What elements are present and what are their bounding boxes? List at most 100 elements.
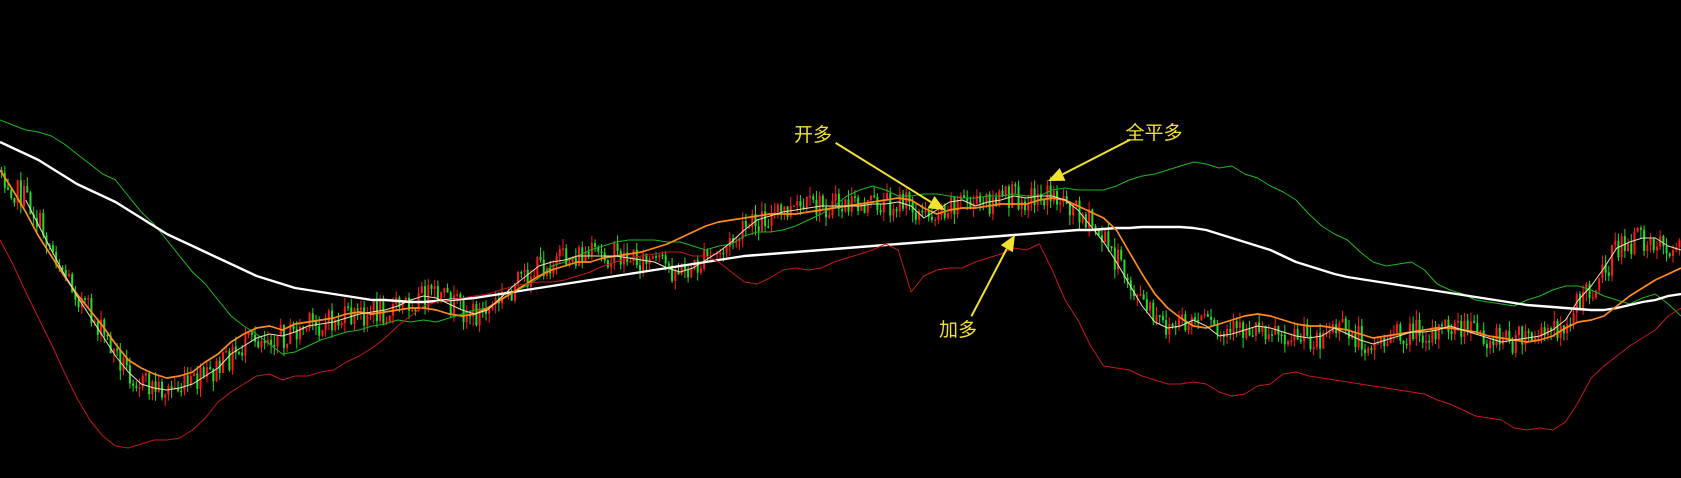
candle-body <box>1152 302 1155 322</box>
candle-body <box>1553 320 1556 331</box>
candle-body <box>1104 231 1107 243</box>
candle-body <box>408 297 411 311</box>
candle-body <box>1630 243 1633 255</box>
candle-body <box>1177 318 1180 328</box>
candle-body <box>934 219 937 221</box>
candle-body <box>1530 332 1533 341</box>
candle-body <box>250 332 253 335</box>
candle-body <box>295 328 298 340</box>
candle-body <box>1049 185 1052 202</box>
candle-body <box>1517 326 1520 336</box>
candle-body <box>677 271 680 275</box>
candle-body <box>1649 238 1652 246</box>
candle-body <box>71 274 74 293</box>
candle-body <box>1017 186 1020 210</box>
candle-body <box>263 340 266 344</box>
candle-body <box>1254 322 1257 336</box>
candle-body <box>699 268 702 273</box>
candle-body <box>776 204 779 213</box>
candle-body <box>1482 330 1485 344</box>
candle-body <box>116 348 119 351</box>
candle-body <box>1091 209 1094 227</box>
candle-body <box>1309 335 1312 350</box>
candle-body <box>1081 214 1084 223</box>
candle-body <box>501 291 504 304</box>
candle-body <box>1287 341 1290 345</box>
candle-body <box>825 206 828 218</box>
candle-body <box>324 322 327 331</box>
annotation-arrow-shaft <box>835 142 932 203</box>
candle-body <box>1376 343 1379 345</box>
candle-body <box>712 253 715 256</box>
candle-body <box>1550 327 1553 331</box>
candle-body <box>212 369 215 382</box>
candle-body <box>379 301 382 321</box>
candle-body <box>1210 316 1213 320</box>
candle-body <box>799 201 802 207</box>
candle-body <box>321 330 324 336</box>
candle-body <box>1431 326 1434 343</box>
candle-body <box>735 241 738 244</box>
candle-body <box>1312 347 1315 350</box>
candle-body <box>465 313 468 323</box>
candle-body <box>334 319 337 330</box>
candle-body <box>1360 326 1363 350</box>
candle-body <box>74 292 77 300</box>
candle-body <box>622 252 625 265</box>
candle-body <box>491 304 494 310</box>
candle-body <box>719 252 722 255</box>
candle-body <box>318 325 321 336</box>
candle-body <box>1514 335 1517 353</box>
candle-body <box>780 204 783 212</box>
candle-body <box>1126 277 1129 281</box>
candle-body <box>517 272 520 284</box>
candle-body <box>738 238 741 242</box>
annotation-arrow-head <box>1048 168 1066 181</box>
candle-body <box>93 321 96 323</box>
candle-body <box>1020 201 1023 210</box>
candle-body <box>1290 340 1293 343</box>
candle-body <box>90 298 93 323</box>
candle-body <box>1354 332 1357 348</box>
candle-body <box>696 260 699 273</box>
candle-body <box>1245 329 1248 338</box>
candle-body <box>687 270 690 278</box>
candle-body <box>1357 326 1360 348</box>
candle-body <box>186 375 189 385</box>
candle-body <box>741 221 744 239</box>
candle-body <box>1110 246 1113 248</box>
candle-body <box>873 195 876 198</box>
candle-body <box>42 212 45 236</box>
candle-body <box>1671 250 1674 257</box>
candle-body <box>1652 238 1655 251</box>
annotation-arrow-head <box>927 196 945 210</box>
annotation-arrow-shaft <box>970 248 1008 317</box>
candle-body <box>305 328 308 330</box>
candle-body <box>1219 333 1222 336</box>
candle-body <box>436 286 439 303</box>
candle-body <box>112 348 115 354</box>
candle-body <box>638 265 641 271</box>
candle-body <box>526 269 529 287</box>
candle-body <box>388 315 391 322</box>
candle-body <box>1585 283 1588 292</box>
candle-body <box>1367 347 1370 354</box>
candle-body <box>494 298 497 305</box>
candle-body <box>725 247 728 254</box>
candle-body <box>132 383 135 386</box>
candle-body <box>385 321 388 324</box>
candle-body <box>1341 318 1344 323</box>
candle-body <box>478 308 481 326</box>
candle-body <box>1578 293 1581 309</box>
candle-body <box>869 195 872 200</box>
candle-body <box>1036 193 1039 206</box>
candle-body <box>1206 314 1209 317</box>
candle-body <box>853 196 856 198</box>
candle-body <box>48 245 51 247</box>
candle-body <box>995 197 998 206</box>
candle-body <box>1405 343 1408 346</box>
candle-body <box>144 373 147 376</box>
candle-body <box>802 206 805 209</box>
candle-body <box>1264 325 1267 340</box>
candle-body <box>927 210 930 217</box>
